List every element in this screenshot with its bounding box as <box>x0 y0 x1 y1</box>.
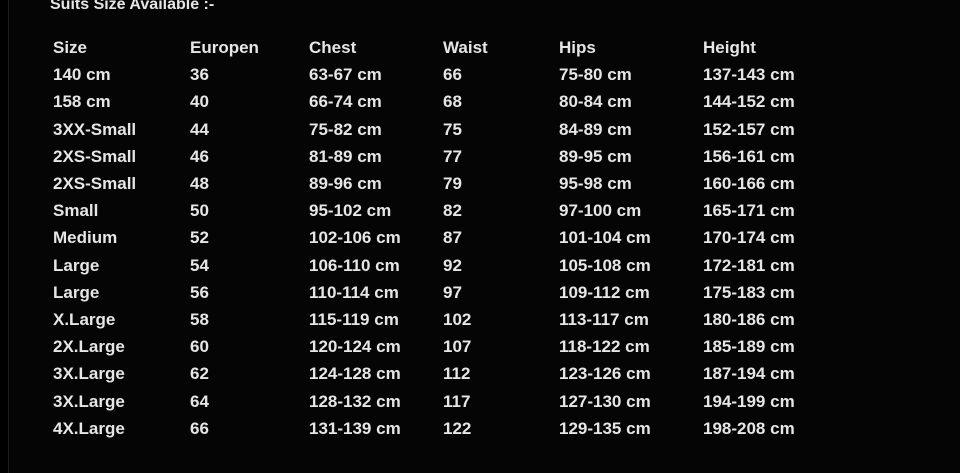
table-cell: Small <box>53 201 99 221</box>
table-cell: 87 <box>443 228 462 248</box>
table-cell: 185-189 cm <box>703 337 795 357</box>
table-cell: 112 <box>443 364 471 384</box>
table-cell: 3XX-Small <box>53 119 137 139</box>
table-cell: 48 <box>190 174 209 193</box>
title: Suits Size Available :- <box>50 0 215 13</box>
table-cell: 77 <box>443 146 462 166</box>
table-cell: 156-161 cm <box>703 146 795 166</box>
table-cell: 194-199 cm <box>703 391 795 411</box>
table-cell: 81-89 cm <box>309 146 382 166</box>
table-cell: 170-174 cm <box>703 228 795 248</box>
table-cell: 46 <box>190 146 209 166</box>
table-cell: 36 <box>190 65 209 85</box>
table-cell: 102 <box>443 310 472 329</box>
table-cell: 50 <box>190 201 209 221</box>
table-cell: 84-89 cm <box>559 119 632 139</box>
column-header: Chest <box>309 38 357 57</box>
table-cell: 54 <box>190 255 209 275</box>
table-cell: 75-82 cm <box>309 119 382 139</box>
column-header: Height <box>703 38 756 57</box>
table-cell: 52 <box>190 228 209 248</box>
table-cell: 89-95 cm <box>559 146 632 166</box>
table-cell: 105-108 cm <box>559 255 651 275</box>
table-cell: 63-67 cm <box>309 65 382 85</box>
table-cell: 106-110 cm <box>309 255 400 275</box>
table-cell: 122 <box>443 418 472 438</box>
table-cell: 89-96 cm <box>309 174 382 193</box>
table-cell: Medium <box>53 228 118 248</box>
table-cell: 2X.Large <box>53 337 125 357</box>
table-cell: 131-139 cm <box>309 418 401 438</box>
table-cell: 101-104 cm <box>559 228 651 248</box>
table-cell: 4X.Large <box>53 418 125 438</box>
table-cell: 175-183 cm <box>703 282 795 302</box>
table-cell: 110-114 cm <box>309 282 399 302</box>
table-cell: 79 <box>443 174 462 193</box>
table-cell: 180-186 cm <box>703 310 795 329</box>
table-cell: 129-135 cm <box>559 418 651 438</box>
table-cell: 158 cm <box>53 92 111 112</box>
panel <box>8 0 960 473</box>
table-cell: 62 <box>190 364 209 384</box>
table-cell: 118-122 cm <box>559 337 650 357</box>
table-cell: Large <box>53 255 100 275</box>
table-cell: 198-208 cm <box>703 418 795 438</box>
table-cell: 124-128 cm <box>309 364 401 384</box>
column-header: Europen <box>190 38 259 57</box>
table-cell: 160-166 cm <box>703 174 795 193</box>
table-cell: 127-130 cm <box>559 391 651 411</box>
table-cell: 117 <box>443 391 471 411</box>
table-cell: 123-126 cm <box>559 364 651 384</box>
table-cell: 40 <box>190 92 209 112</box>
table-cell: 56 <box>190 282 209 302</box>
table-cell: 3X.Large <box>53 391 125 411</box>
table-cell: 92 <box>443 255 462 275</box>
table-cell: 102-106 cm <box>309 228 401 248</box>
table-cell: 97 <box>443 282 462 302</box>
table-cell: 82 <box>443 201 462 221</box>
column-header: Size <box>53 38 88 57</box>
table-cell: 128-132 cm <box>309 391 401 411</box>
table-cell: 44 <box>190 119 209 139</box>
table-cell: 95-102 cm <box>309 201 392 221</box>
table-cell: 137-143 cm <box>703 65 795 85</box>
table-cell: 107 <box>443 337 472 357</box>
table-cell: 2XS-Small <box>53 146 137 166</box>
table-cell: Large <box>53 282 100 302</box>
table-cell: 64 <box>190 391 209 411</box>
table-cell: 80-84 cm <box>559 92 632 112</box>
table-cell: 97-100 cm <box>559 201 642 221</box>
table-cell: 2XS-Small <box>53 174 137 193</box>
table-cell: 140 cm <box>53 65 111 85</box>
table-cell: 144-152 cm <box>703 92 795 112</box>
table-cell: 113-117 cm <box>559 310 649 329</box>
table-cell: 165-171 cm <box>703 201 795 221</box>
table-cell: 109-112 cm <box>559 282 650 302</box>
table-cell: 66 <box>190 418 209 438</box>
column-header: Hips <box>559 38 596 57</box>
table-cell: 3X.Large <box>53 364 125 384</box>
table-cell: 75-80 cm <box>559 65 632 85</box>
table-cell: 95-98 cm <box>559 174 632 193</box>
table-cell: 152-157 cm <box>703 119 795 139</box>
table-cell: 120-124 cm <box>309 337 401 357</box>
table-cell: 115-119 cm <box>309 310 399 329</box>
table-cell: 75 <box>443 119 462 139</box>
column-header: Waist <box>443 38 488 57</box>
table-cell: 60 <box>190 337 209 357</box>
table-cell: 68 <box>443 92 462 112</box>
table-cell: 66-74 cm <box>309 92 382 112</box>
table-cell: 172-181 cm <box>703 255 795 275</box>
table-cell: 58 <box>190 310 209 329</box>
table-cell: X.Large <box>53 310 116 329</box>
table-cell: 187-194 cm <box>703 364 795 384</box>
table-cell: 66 <box>443 65 462 85</box>
